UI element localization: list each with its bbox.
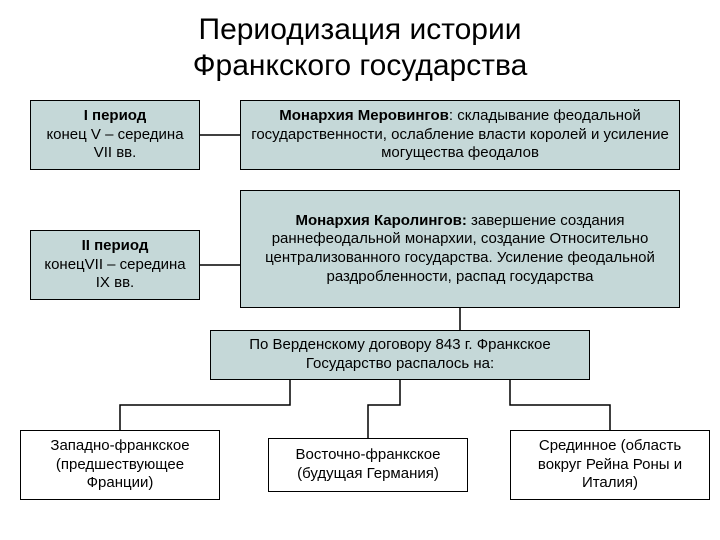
carol-title: Монархия Каролингов:: [295, 212, 466, 229]
east-text: Восточно-франкское (будущая Германия): [275, 446, 461, 484]
verdun-text: По Верденскому договору 843 г. Франкское…: [217, 336, 583, 374]
box-east: Восточно-франкское (будущая Германия): [268, 438, 468, 492]
box-verdun: По Верденскому договору 843 г. Франкское…: [210, 330, 590, 380]
period2-text: конецVII – середина IX вв.: [37, 256, 193, 294]
box-middle: Срединное (область вокруг Рейна Роны и И…: [510, 430, 710, 500]
middle-text: Срединное (область вокруг Рейна Роны и И…: [517, 437, 703, 493]
page-title: Периодизация истории Франкского государс…: [0, 0, 720, 92]
west-text: Западно-франкское (предшествующее Франци…: [27, 437, 213, 493]
title-line-1: Периодизация истории: [199, 13, 522, 46]
period2-title: II период: [82, 237, 149, 254]
box-west: Западно-франкское (предшествующее Франци…: [20, 430, 220, 500]
title-line-2: Франкского государства: [193, 49, 528, 82]
box-carol: Монархия Каролингов: завершение создания…: [240, 190, 680, 308]
period1-text: конец V – середина VII вв.: [37, 126, 193, 164]
box-merov: Монархия Меровингов: складывание феодаль…: [240, 100, 680, 170]
box-period2: II период конецVII – середина IX вв.: [30, 230, 200, 300]
box-period1: I период конец V – середина VII вв.: [30, 100, 200, 170]
period1-title: I период: [84, 107, 147, 124]
merov-title: Монархия Меровингов: [279, 107, 449, 124]
